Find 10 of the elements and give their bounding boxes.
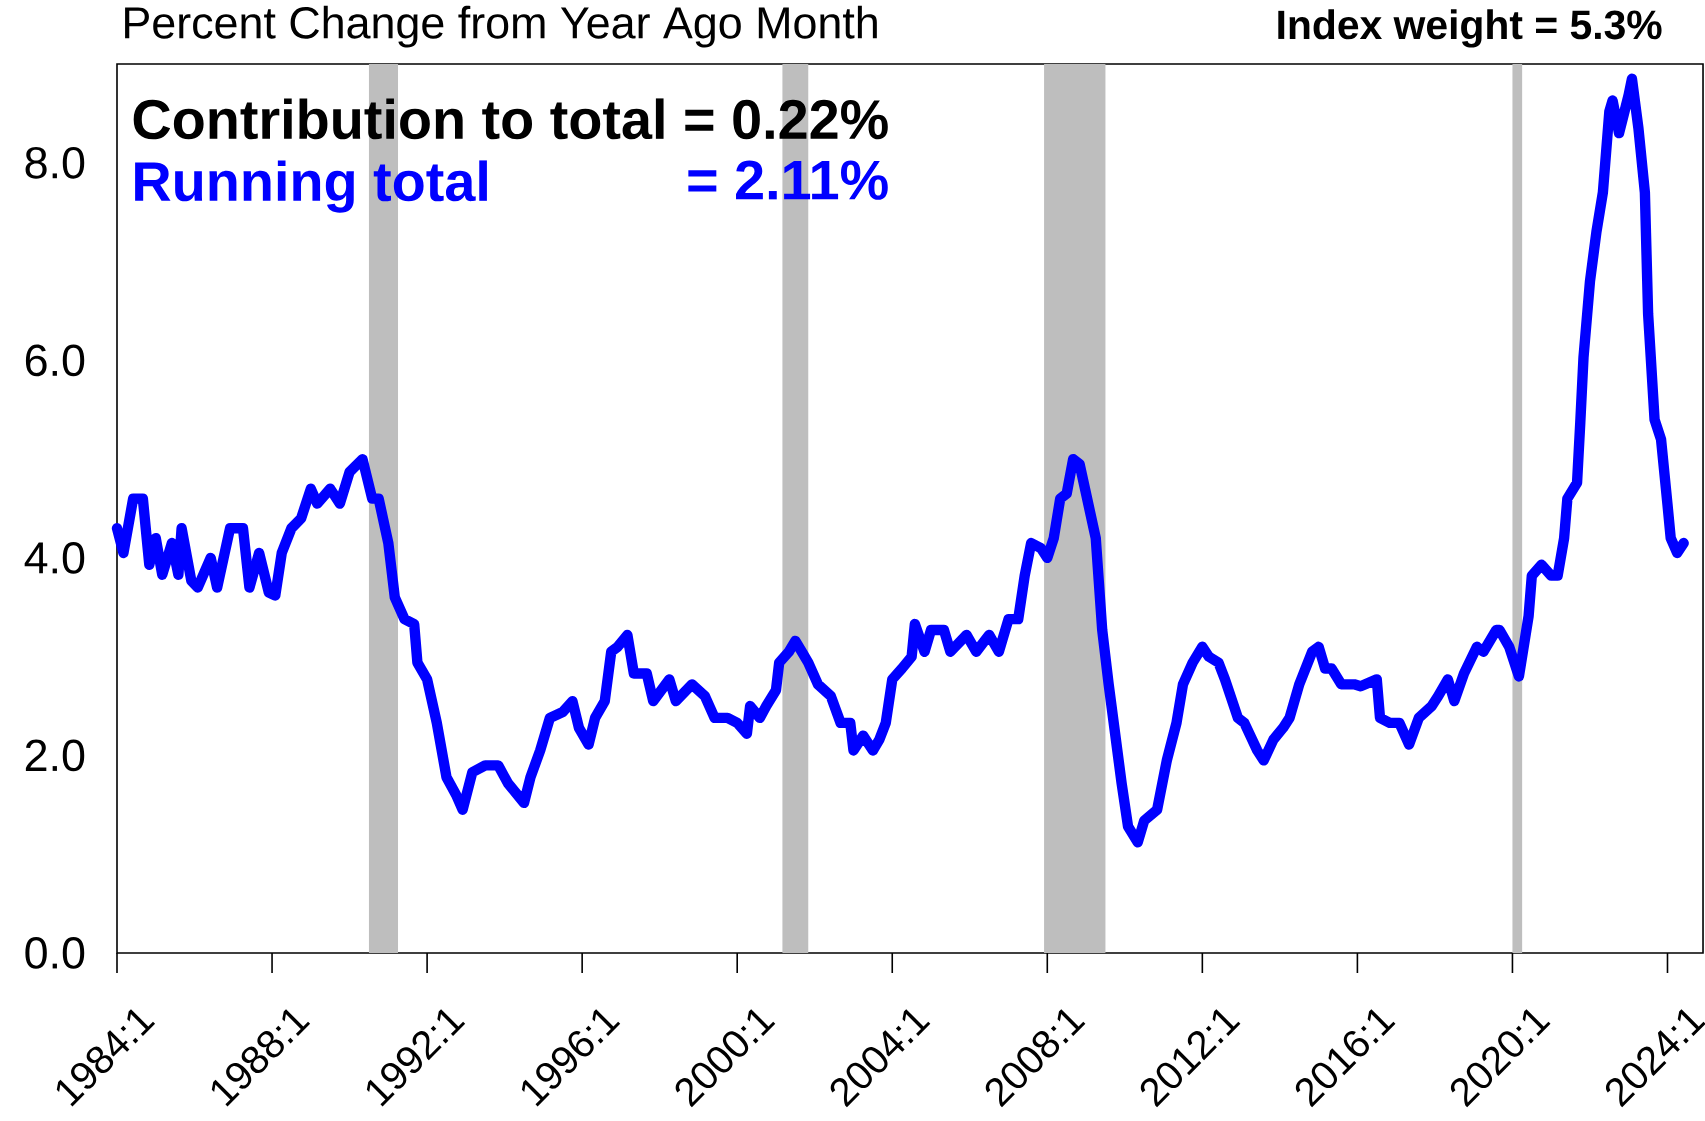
annotation: Running total bbox=[135, 160, 487, 213]
y-tick-label: 8.0 bbox=[25, 146, 85, 179]
y-tick-label: 2.0 bbox=[25, 739, 85, 772]
annotation: = 2.11% bbox=[688, 160, 888, 200]
y-tick-label: 4.0 bbox=[24, 542, 85, 574]
text: Index weight = 5.3% bbox=[1278, 9, 1662, 48]
y-tick-label: 0.0 bbox=[25, 937, 85, 969]
chart-title: Percent Change from Year Ago Month bbox=[125, 5, 877, 48]
y-tick-label: 6.0 bbox=[25, 344, 85, 377]
annotation: Contribution to total = 0.22% bbox=[133, 98, 888, 140]
